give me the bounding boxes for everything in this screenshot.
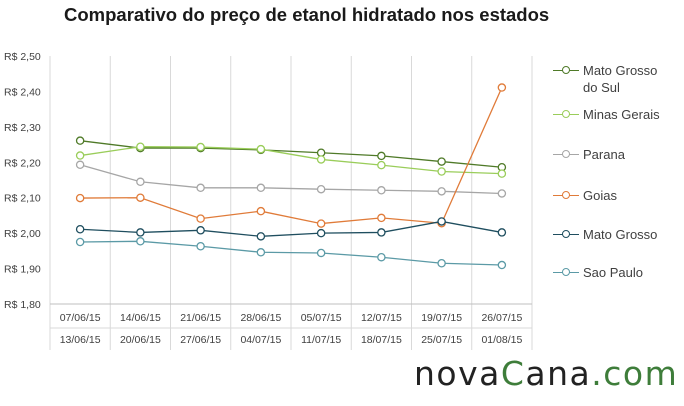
legend-marker	[562, 150, 570, 158]
x-tick-label: 11/07/15	[301, 334, 341, 346]
series	[75, 237, 507, 270]
axes: R$ 2,50 R$ 2,40 R$ 2,30 R$ 2,20 R$ 2,10 R$ 2,…	[4, 51, 522, 346]
data-point	[437, 167, 446, 176]
data-point	[497, 228, 507, 237]
data-point	[316, 248, 326, 258]
series	[75, 142, 507, 178]
legend-marker	[562, 230, 570, 238]
series-line	[80, 146, 502, 175]
data-point	[256, 206, 266, 216]
data-point	[437, 259, 446, 268]
data-point	[75, 160, 85, 170]
legend-label: Goias	[583, 188, 617, 203]
data-point	[437, 157, 446, 166]
data-point	[316, 155, 326, 164]
x-tick-label: 26/07/15	[481, 312, 522, 324]
data-point	[377, 151, 386, 161]
y-tick-label: R$ 2,00	[4, 228, 41, 240]
x-tick-label: 19/07/15	[421, 312, 462, 324]
data-point	[497, 260, 507, 270]
data-point	[75, 224, 85, 234]
data-point	[136, 228, 145, 237]
x-tick-label: 14/06/15	[120, 312, 161, 324]
data-point	[256, 144, 266, 154]
x-tick-label: 25/07/15	[421, 334, 462, 346]
data-point	[316, 184, 326, 194]
data-point	[437, 217, 446, 226]
logo-part: ana	[525, 354, 592, 393]
series-line	[80, 220, 502, 237]
gridlines	[49, 56, 533, 350]
novacana-logo: novaCana.com	[414, 354, 678, 393]
legend-marker	[562, 268, 570, 276]
data-point	[497, 189, 507, 198]
data-point	[196, 242, 205, 251]
x-tick-label: 20/06/15	[120, 334, 161, 346]
legend-marker	[562, 110, 570, 118]
data-point	[196, 226, 205, 235]
y-tick-label: R$ 2,30	[4, 122, 41, 134]
logo-part: .com	[591, 354, 679, 393]
data-point	[75, 151, 85, 160]
y-tick-label: R$ 1,80	[4, 299, 41, 311]
data-point	[377, 213, 386, 223]
x-tick-label: 12/07/15	[361, 312, 402, 324]
data-point	[136, 193, 145, 202]
y-tick-label: R$ 2,10	[4, 193, 41, 205]
legend-label: Mato Grosso	[583, 227, 658, 242]
data-point	[497, 83, 507, 92]
y-tick-label: R$ 2,50	[4, 51, 41, 63]
x-tick-label: 04/07/15	[240, 334, 281, 346]
series-line	[80, 87, 503, 225]
y-tick-label: R$ 1,90	[4, 264, 41, 276]
logo-part: nova	[414, 354, 501, 393]
logo-part: C	[500, 354, 526, 393]
series-line	[80, 240, 502, 266]
series-lines	[75, 83, 507, 270]
data-point	[256, 248, 266, 257]
data-point	[75, 237, 85, 247]
series	[75, 160, 507, 198]
data-point	[75, 136, 85, 145]
series-line	[80, 140, 502, 168]
legend-label: Minas Gerais	[583, 107, 660, 122]
chart-title: Comparativo do preço de etanol hidratado…	[64, 4, 550, 25]
data-point	[136, 177, 145, 187]
series-line	[79, 164, 502, 195]
x-tick-label: 01/08/15	[481, 334, 522, 346]
x-tick-label: 07/06/15	[60, 312, 101, 324]
data-point	[377, 186, 386, 195]
legend-label: Mato Grosso do Sul	[583, 63, 658, 95]
data-point	[316, 228, 326, 238]
x-tick-label: 18/07/15	[361, 334, 402, 346]
data-point	[196, 183, 205, 193]
data-point	[256, 183, 266, 193]
data-point	[136, 142, 145, 151]
data-point	[256, 232, 266, 241]
x-tick-label: 13/06/15	[60, 334, 101, 346]
data-point	[136, 237, 145, 246]
series	[75, 217, 507, 241]
x-tick-label: 27/06/15	[180, 334, 221, 346]
data-point	[377, 252, 386, 262]
legend-label: Sao Paulo	[583, 265, 643, 280]
data-point	[377, 228, 386, 237]
legend-label: Parana	[583, 147, 625, 162]
y-tick-label: R$ 2,40	[4, 86, 41, 98]
data-point	[437, 187, 446, 196]
x-tick-label: 28/06/15	[240, 312, 281, 324]
legend-marker	[562, 191, 570, 199]
legend-marker	[562, 66, 570, 74]
data-point	[196, 142, 205, 152]
y-tick-label: R$ 2,20	[4, 157, 41, 169]
data-point	[196, 214, 205, 223]
x-tick-label: 05/07/15	[301, 312, 342, 324]
x-tick-label: 21/06/15	[180, 312, 221, 324]
data-point	[497, 169, 507, 178]
data-point	[377, 160, 386, 170]
data-point	[316, 219, 326, 228]
data-point	[75, 193, 85, 203]
